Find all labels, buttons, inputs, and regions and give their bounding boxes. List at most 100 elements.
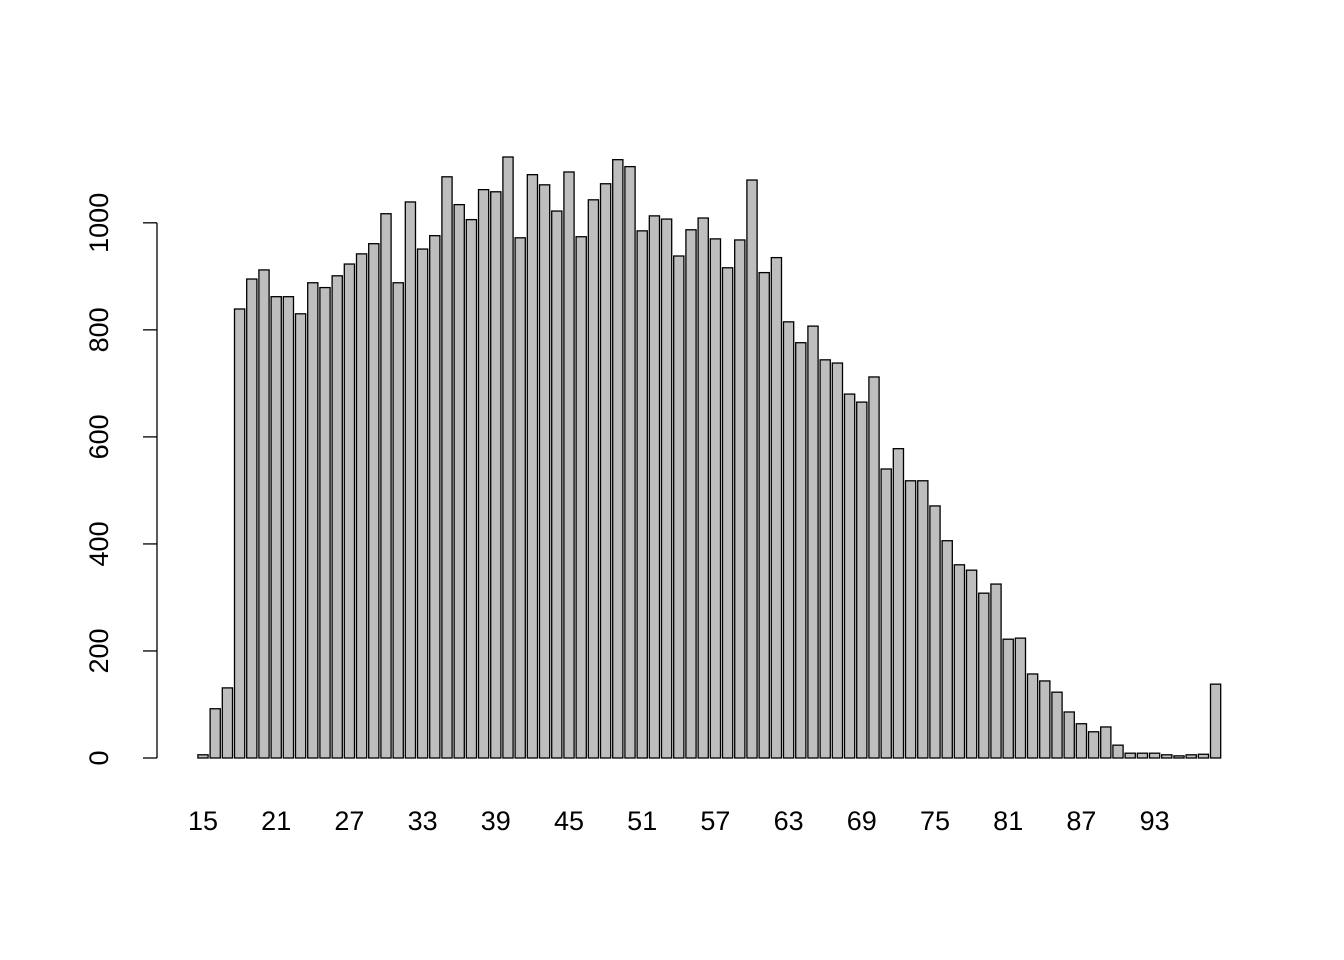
x-tick-label: 21 xyxy=(261,806,291,836)
bar xyxy=(892,448,905,759)
bar xyxy=(246,278,258,759)
x-tick-label: 93 xyxy=(1140,806,1170,836)
bar xyxy=(734,239,746,759)
bar xyxy=(612,159,624,759)
bar xyxy=(624,165,636,759)
y-tick-label: 600 xyxy=(84,414,114,459)
bar xyxy=(258,269,270,759)
bar xyxy=(709,238,722,759)
bar xyxy=(697,217,709,759)
bar xyxy=(575,236,587,759)
x-tick-label: 75 xyxy=(920,806,950,836)
bar xyxy=(868,376,880,759)
bar xyxy=(453,203,465,759)
bar xyxy=(660,218,673,759)
bar xyxy=(270,296,282,759)
bar xyxy=(1051,691,1063,759)
bar xyxy=(380,213,392,759)
bar xyxy=(1173,755,1185,759)
x-tick-label: 39 xyxy=(481,806,511,836)
x-tick-label: 33 xyxy=(408,806,438,836)
bar xyxy=(343,263,356,759)
bar xyxy=(1197,753,1210,759)
bar xyxy=(1014,637,1027,759)
bar xyxy=(477,188,490,759)
x-tick-label: 51 xyxy=(627,806,657,836)
y-tick-label: 1000 xyxy=(84,193,114,253)
x-tick-label: 27 xyxy=(334,806,364,836)
bar xyxy=(599,183,612,759)
bar xyxy=(673,255,685,759)
bar xyxy=(1075,723,1088,759)
bar xyxy=(1063,711,1075,759)
bar xyxy=(441,176,453,759)
bar xyxy=(917,480,929,759)
bar xyxy=(1002,638,1014,759)
x-tick-label: 57 xyxy=(700,806,730,836)
bar xyxy=(197,754,209,759)
bar xyxy=(1124,752,1136,759)
x-tick-label: 15 xyxy=(188,806,218,836)
y-tick-label: 400 xyxy=(84,521,114,566)
bar xyxy=(965,569,978,759)
bar xyxy=(392,282,404,759)
bar xyxy=(404,201,417,759)
bar xyxy=(929,505,941,759)
x-tick-label: 69 xyxy=(847,806,877,836)
bar xyxy=(355,253,368,759)
bar xyxy=(1112,744,1124,759)
x-tick-label: 45 xyxy=(554,806,584,836)
bar xyxy=(990,583,1002,759)
bar xyxy=(587,199,600,759)
bar xyxy=(538,184,551,759)
bar xyxy=(636,230,648,759)
bar xyxy=(770,256,783,759)
bar xyxy=(331,275,343,759)
bar xyxy=(904,480,917,759)
bar xyxy=(1209,683,1222,759)
bar xyxy=(368,243,380,759)
bar xyxy=(1039,680,1051,759)
bar xyxy=(685,229,697,759)
bar xyxy=(807,325,819,759)
bar xyxy=(319,286,331,759)
bar xyxy=(843,393,856,759)
bar xyxy=(1185,754,1197,759)
bar xyxy=(490,191,502,759)
bar xyxy=(1087,731,1100,759)
bar xyxy=(1100,726,1112,759)
bar xyxy=(782,321,795,759)
bar xyxy=(502,156,514,759)
bar xyxy=(465,218,478,759)
bar xyxy=(416,248,429,759)
bar xyxy=(233,308,246,759)
bar xyxy=(429,235,441,759)
bar xyxy=(978,592,990,759)
bar xyxy=(953,564,966,759)
bar xyxy=(294,313,307,759)
bar xyxy=(221,687,234,759)
bar xyxy=(795,342,807,759)
bar xyxy=(526,174,539,759)
bar xyxy=(282,296,295,759)
bar xyxy=(831,362,844,759)
bar xyxy=(880,468,892,759)
bar xyxy=(307,282,319,759)
bar xyxy=(563,171,575,759)
bar xyxy=(514,237,526,759)
y-tick-label: 800 xyxy=(84,307,114,352)
bar xyxy=(1148,752,1161,759)
bar xyxy=(648,215,661,759)
y-tick-label: 200 xyxy=(84,628,114,673)
bar xyxy=(941,540,953,759)
x-tick-label: 87 xyxy=(1066,806,1096,836)
bar xyxy=(1026,673,1039,759)
bar xyxy=(721,267,734,759)
bar xyxy=(746,179,758,759)
bar xyxy=(819,359,831,759)
x-tick-label: 63 xyxy=(774,806,804,836)
bar xyxy=(856,401,868,759)
bar xyxy=(758,271,770,759)
x-tick-label: 81 xyxy=(993,806,1023,836)
